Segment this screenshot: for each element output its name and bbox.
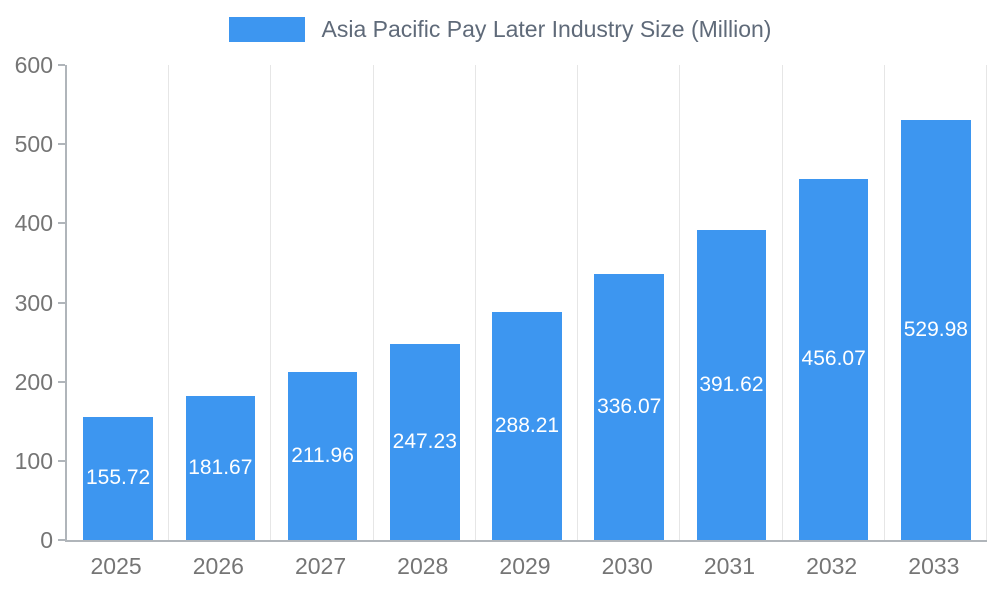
bar-value-label: 336.07 [597,394,662,418]
x-axis-label: 2030 [601,553,653,579]
y-axis-label: 300 [14,289,53,316]
gridline-vertical [474,65,476,540]
bar-2028[interactable]: 247.23 [390,344,460,540]
x-axis-label: 2033 [908,553,960,579]
y-axis-label: 200 [14,368,53,395]
y-axis-label: 600 [14,52,53,78]
y-axis-label: 100 [14,447,53,474]
bar-value-label: 181.67 [188,456,253,480]
x-axis-label: 2027 [294,553,347,579]
bar-value-label: 211.96 [291,444,354,468]
gridline-vertical [270,65,272,540]
y-axis-tick [58,301,65,304]
y-axis-label: 0 [40,527,53,553]
legend-swatch [228,17,305,42]
gridline-vertical [679,65,681,540]
bar-value-label: 391.62 [699,372,764,396]
x-axis-label: 2029 [499,553,551,579]
x-axis-label: 2026 [192,553,244,579]
bar-value-label: 456.07 [801,347,866,371]
bar-2027[interactable]: 211.96 [287,372,358,540]
x-axis-label: 2028 [397,553,449,579]
chart-legend: Asia Pacific Pay Later Industry Size (Mi… [0,16,1000,43]
y-axis-label: 400 [14,210,53,237]
y-axis-tick [58,459,65,462]
y-axis-tick [58,222,65,225]
bar-2026[interactable]: 181.67 [185,396,256,540]
y-axis-tick [58,64,65,66]
gridline-vertical [986,65,987,540]
x-axis-label: 2031 [703,553,756,579]
y-axis-tick [58,380,65,383]
gridline-vertical [168,65,170,540]
bar-2030[interactable]: 336.07 [594,273,664,540]
gridline-vertical [577,65,579,540]
bar-value-label: 529.98 [903,318,968,342]
bar-2032[interactable]: 456.07 [798,178,869,540]
plot-area: 155.72 181.67 211.96 247.23 288.21 336.07 391.… [65,65,987,542]
gridline-vertical [883,65,885,540]
x-axis-label: 2025 [90,553,142,579]
bar-value-label: 155.72 [85,466,151,490]
y-axis-tick [58,539,65,541]
bar-2025[interactable]: 155.72 [83,416,153,540]
bar-value-label: 247.23 [392,430,457,454]
bar-2033[interactable]: 529.98 [901,120,971,540]
gridline-vertical [781,65,783,540]
bar-2029[interactable]: 288.21 [492,311,562,540]
bar-value-label: 288.21 [494,413,560,437]
legend-label: Asia Pacific Pay Later Industry Size (Mi… [321,16,772,42]
bar-2031[interactable]: 391.62 [696,229,767,540]
x-axis-label: 2032 [806,553,858,579]
gridline-vertical [372,65,374,540]
y-axis-label: 500 [14,131,53,158]
y-axis-tick [58,143,65,146]
